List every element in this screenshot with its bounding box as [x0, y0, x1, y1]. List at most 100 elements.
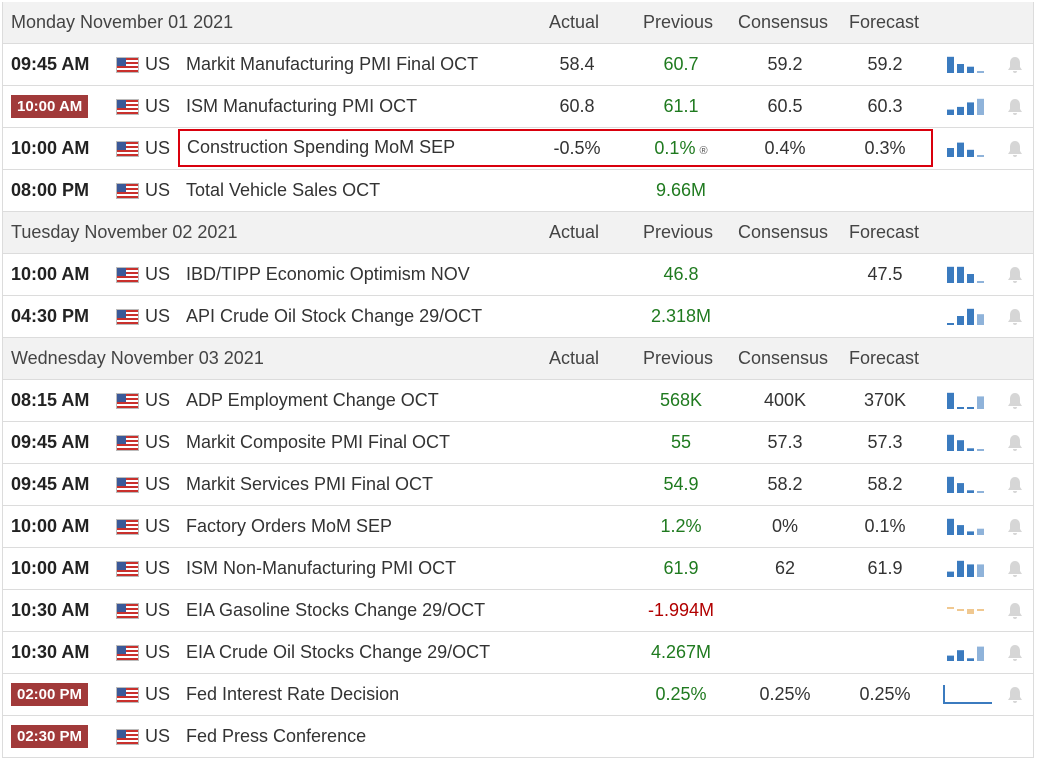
event-time: 04:30 PM: [11, 306, 90, 326]
history-sparkline-icon[interactable]: [943, 55, 993, 75]
event-name[interactable]: ADP Employment Change OCT: [186, 390, 439, 410]
event-consensus: 0%: [771, 516, 798, 536]
bell-icon[interactable]: [1007, 140, 1023, 158]
us-flag-icon: [116, 392, 139, 409]
event-name[interactable]: Fed Press Conference: [186, 726, 367, 746]
column-header-actual: Actual: [549, 12, 600, 32]
us-flag-icon: [116, 602, 139, 619]
bell-icon[interactable]: [1007, 560, 1023, 578]
bell-icon[interactable]: [1007, 308, 1023, 326]
history-sparkline-icon[interactable]: [943, 643, 993, 663]
event-previous: 9.66M: [631, 180, 731, 201]
event-forecast: 47.5: [867, 264, 903, 284]
day-date-label: Wednesday November 03 2021: [11, 348, 264, 368]
event-previous-value: 61.1: [663, 96, 699, 116]
event-row[interactable]: 02:00 PM US Fed Interest Rate Decision 0.25…: [3, 674, 1033, 716]
history-sparkline-icon[interactable]: [943, 517, 993, 537]
sparkline-bar: [967, 564, 974, 577]
bell-icon[interactable]: [1007, 602, 1023, 620]
history-sparkline-icon[interactable]: [943, 685, 993, 705]
column-header-previous: Previous: [643, 12, 714, 32]
event-row[interactable]: 10:00 AM US ISM Non-Manufacturing PMI OCT 6…: [3, 548, 1033, 590]
us-flag-icon: [116, 434, 139, 451]
history-sparkline-icon[interactable]: [943, 475, 993, 495]
event-previous-value: 568K: [659, 390, 703, 410]
event-row[interactable]: 10:00 AM US Construction Spending MoM SEP -…: [3, 128, 1033, 170]
bell-icon[interactable]: [1007, 476, 1023, 494]
event-name[interactable]: Total Vehicle Sales OCT: [186, 180, 381, 200]
sparkline-bar: [947, 655, 954, 661]
sparkline-bar: [957, 483, 964, 493]
sparkline-bar: [957, 142, 964, 157]
event-row[interactable]: 10:30 AM US EIA Crude Oil Stocks Change 29…: [3, 632, 1033, 674]
event-name[interactable]: Markit Services PMI Final OCT: [186, 474, 434, 494]
event-row[interactable]: 09:45 AM US Markit Manufacturing PMI Final…: [3, 44, 1033, 86]
event-forecast: 0.3%: [864, 138, 906, 158]
history-sparkline-icon[interactable]: [943, 139, 993, 159]
event-forecast: 370K: [863, 390, 907, 410]
event-country: US: [145, 684, 171, 704]
event-country: US: [145, 516, 171, 536]
event-row[interactable]: 10:30 AM US EIA Gasoline Stocks Change 29/…: [3, 590, 1033, 632]
event-row[interactable]: 04:30 PM US API Crude Oil Stock Change 29/…: [3, 296, 1033, 338]
revised-icon[interactable]: ®: [699, 145, 708, 157]
event-previous-value: 9.66M: [655, 180, 707, 200]
event-name[interactable]: Markit Composite PMI Final OCT: [186, 432, 451, 452]
event-name[interactable]: EIA Crude Oil Stocks Change 29/OCT: [186, 642, 491, 662]
event-row[interactable]: 08:15 AM US ADP Employment Change OCT 568K 4…: [3, 380, 1033, 422]
sparkline-bar: [977, 609, 984, 611]
event-row[interactable]: 09:45 AM US Markit Composite PMI Final OCT…: [3, 422, 1033, 464]
event-consensus: 60.5: [767, 96, 803, 116]
history-sparkline-icon[interactable]: [943, 265, 993, 285]
event-previous-value: 4.267M: [650, 642, 712, 662]
bell-icon[interactable]: [1007, 686, 1023, 704]
column-header-consensus: Consensus: [738, 222, 829, 242]
bell-icon[interactable]: [1007, 518, 1023, 536]
history-sparkline-icon[interactable]: [943, 391, 993, 411]
event-row[interactable]: 08:00 PM US Total Vehicle Sales OCT 9.66M: [3, 170, 1033, 212]
event-row[interactable]: 10:00 AM US ISM Manufacturing PMI OCT 60.8 6…: [3, 86, 1033, 128]
event-name[interactable]: ISM Manufacturing PMI OCT: [186, 96, 418, 116]
history-sparkline-icon[interactable]: [943, 433, 993, 453]
event-name[interactable]: IBD/TIPP Economic Optimism NOV: [186, 264, 470, 284]
event-previous: 54.9: [631, 474, 731, 495]
event-name[interactable]: Fed Interest Rate Decision: [186, 684, 400, 704]
event-row[interactable]: 09:45 AM US Markit Services PMI Final OCT 5…: [3, 464, 1033, 506]
sparkline-bar: [977, 281, 984, 283]
history-sparkline-icon[interactable]: [943, 559, 993, 579]
event-row[interactable]: 10:00 AM US Factory Orders MoM SEP 1.2% 0% 0.…: [3, 506, 1033, 548]
event-previous: 61.1: [631, 96, 731, 117]
event-name[interactable]: API Crude Oil Stock Change 29/OCT: [186, 306, 483, 326]
column-header-consensus: Consensus: [738, 348, 829, 368]
history-sparkline-icon[interactable]: [943, 97, 993, 117]
sparkline-bar: [947, 266, 954, 283]
bell-icon[interactable]: [1007, 56, 1023, 74]
event-time: 10:30 AM: [11, 642, 90, 662]
sparkline-bar: [967, 448, 974, 451]
bell-icon[interactable]: [1007, 266, 1023, 284]
day-header-row: Monday November 01 2021 Actual Previous Con…: [3, 2, 1033, 44]
event-name[interactable]: ISM Non-Manufacturing PMI OCT: [186, 558, 457, 578]
sparkline-bar: [977, 71, 984, 73]
event-time: 09:45 AM: [11, 474, 90, 494]
event-name[interactable]: EIA Gasoline Stocks Change 29/OCT: [186, 600, 486, 620]
event-previous-value: 1.2%: [660, 516, 702, 536]
event-name[interactable]: Markit Manufacturing PMI Final OCT: [186, 54, 479, 74]
sparkline-bar: [947, 571, 954, 577]
bell-icon[interactable]: [1007, 644, 1023, 662]
event-name[interactable]: Construction Spending MoM SEP: [178, 129, 933, 167]
event-row[interactable]: 02:30 PM US Fed Press Conference: [3, 716, 1033, 758]
event-row[interactable]: 10:00 AM US IBD/TIPP Economic Optimism NOV…: [3, 254, 1033, 296]
bell-icon[interactable]: [1007, 98, 1023, 116]
sparkline-bar: [967, 490, 974, 493]
event-country: US: [145, 600, 171, 620]
sparkline-bar: [947, 323, 954, 325]
sparkline-bar: [957, 316, 964, 325]
event-name[interactable]: Factory Orders MoM SEP: [186, 516, 393, 536]
history-sparkline-icon[interactable]: [943, 307, 993, 327]
bell-icon[interactable]: [1007, 434, 1023, 452]
sparkline-bar: [977, 491, 984, 493]
event-time: 10:30 AM: [11, 600, 90, 620]
bell-icon[interactable]: [1007, 392, 1023, 410]
history-sparkline-icon[interactable]: [943, 601, 993, 621]
